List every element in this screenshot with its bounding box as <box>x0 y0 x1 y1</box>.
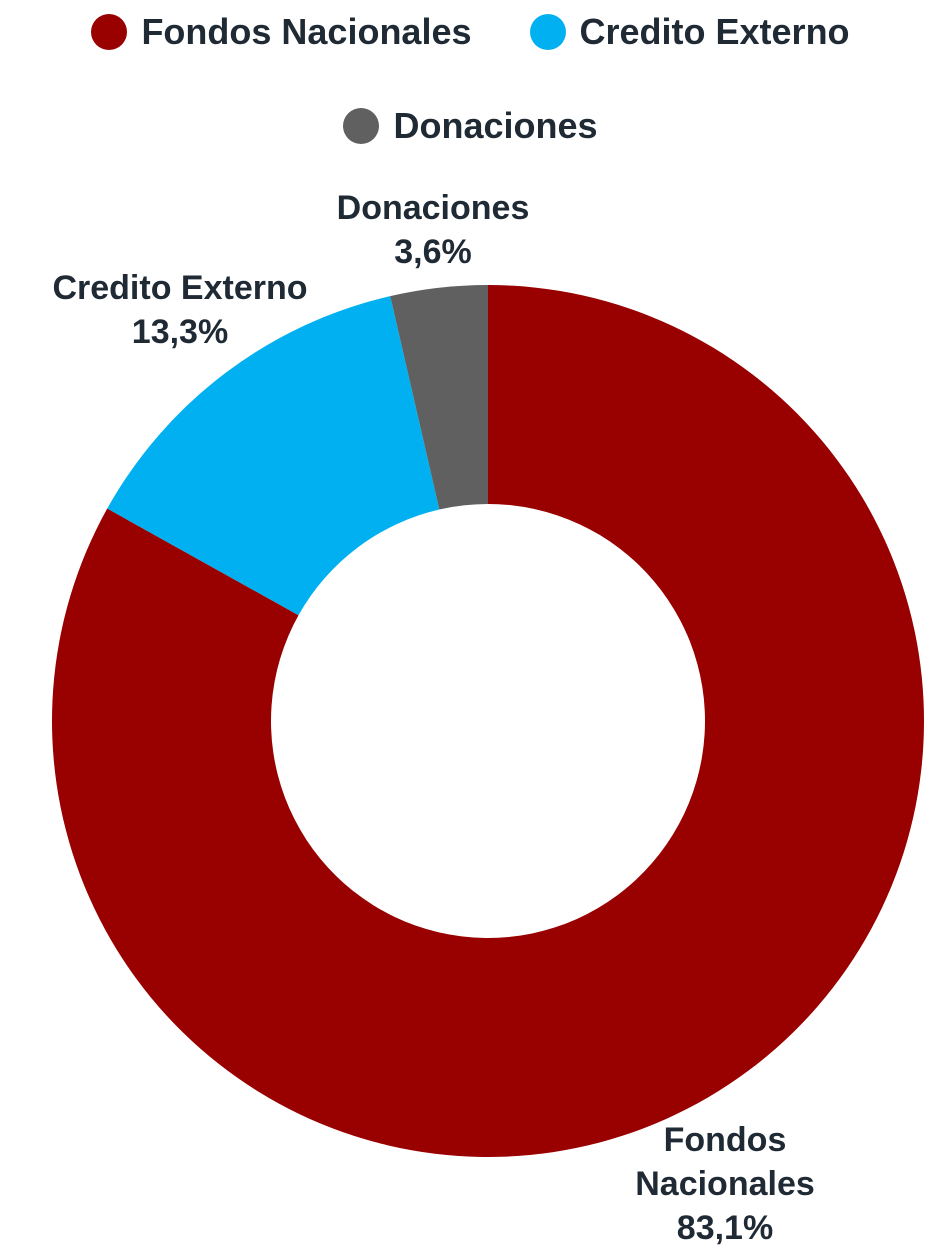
data-label-name: Fondos <box>663 1121 787 1159</box>
legend-row-1: Fondos Nacionales Credito Externo <box>0 8 941 56</box>
data-label-fondos-nacionales: Fondos Nacionales 83,1% <box>615 1118 835 1250</box>
data-label-value: 83,1% <box>676 1209 774 1247</box>
legend-label: Donaciones <box>393 105 598 146</box>
data-label-value: 13,3% <box>131 313 229 351</box>
legend-item-donaciones[interactable]: Donaciones <box>343 105 598 147</box>
legend-item-fondos-nacionales[interactable]: Fondos Nacionales <box>91 11 472 53</box>
slice-fondos-nacionales[interactable] <box>51 285 925 1157</box>
data-label-value: 3,6% <box>394 233 472 271</box>
legend-item-credito-externo[interactable]: Credito Externo <box>529 11 850 53</box>
legend-swatch <box>343 108 380 144</box>
legend-label: Fondos Nacionales <box>141 11 472 52</box>
data-label-name: Nacionales <box>635 1165 815 1203</box>
data-label-donaciones: Donaciones 3,6% <box>313 186 553 274</box>
legend-swatch <box>91 14 128 50</box>
slice-credito-externo[interactable] <box>107 296 440 616</box>
legend-row-2: Donaciones <box>0 102 941 150</box>
data-label-credito-externo: Credito Externo 13,3% <box>20 266 340 354</box>
legend-label: Credito Externo <box>579 11 850 52</box>
legend-swatch <box>529 14 566 50</box>
data-label-name: Credito Externo <box>52 269 308 307</box>
data-label-name: Donaciones <box>336 189 530 227</box>
slice-donaciones[interactable] <box>390 285 488 510</box>
